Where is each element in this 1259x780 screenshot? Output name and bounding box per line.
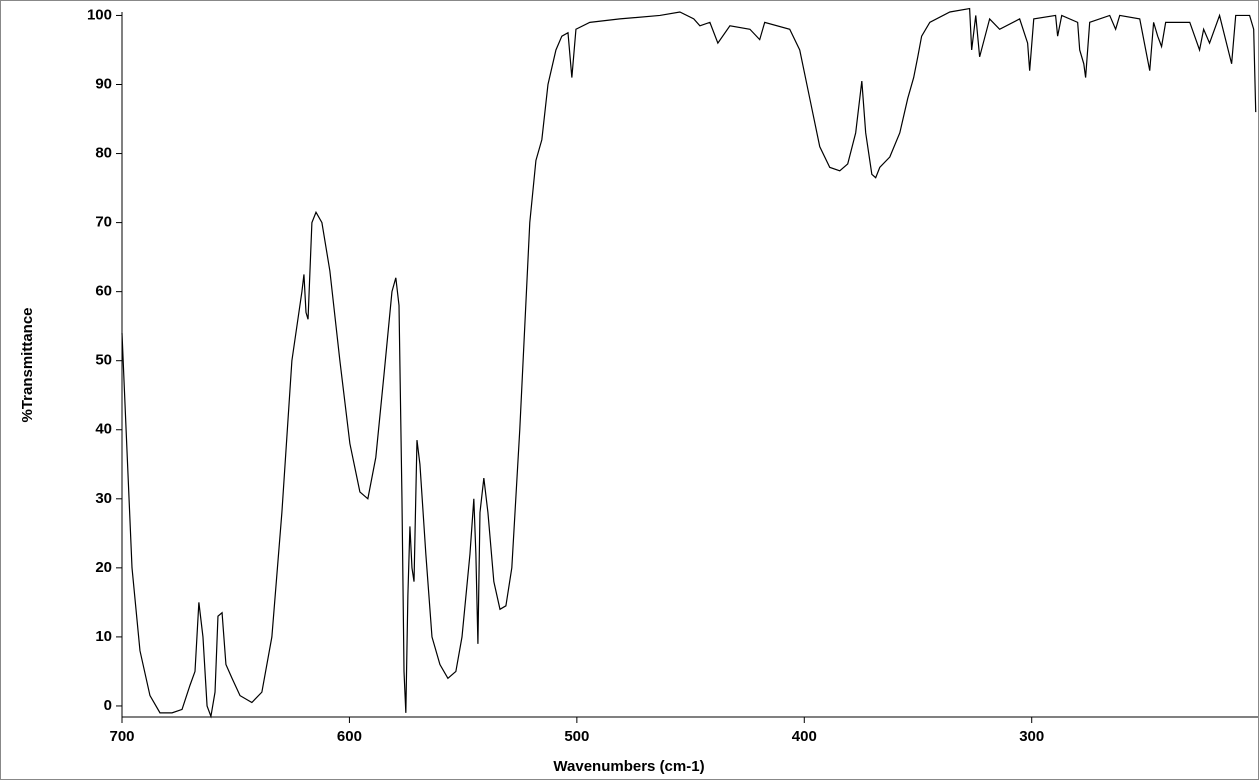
y-tick-label: 90	[95, 75, 112, 92]
x-tick-label: 700	[109, 728, 134, 745]
y-tick-label: 80	[95, 145, 112, 162]
x-tick-label: 600	[337, 728, 362, 745]
y-tick-label: 10	[95, 628, 112, 645]
y-tick-label: 60	[95, 283, 112, 300]
x-tick-label: 400	[792, 728, 817, 745]
spectrum-line	[121, 7, 1257, 719]
y-tick-label: 30	[95, 490, 112, 507]
x-axis-title: Wavenumbers (cm-1)	[553, 758, 704, 775]
y-tick-label: 40	[95, 421, 112, 438]
y-tick-label: 20	[95, 559, 112, 576]
x-tick-label: 300	[1019, 728, 1044, 745]
y-tick-label: 70	[95, 214, 112, 231]
x-tick-label: 500	[564, 728, 589, 745]
y-tick-label: 0	[104, 697, 112, 714]
y-tick-label: 100	[87, 6, 112, 23]
y-axis-title: %Transmittance	[19, 307, 36, 422]
y-tick-label: 50	[95, 352, 112, 369]
